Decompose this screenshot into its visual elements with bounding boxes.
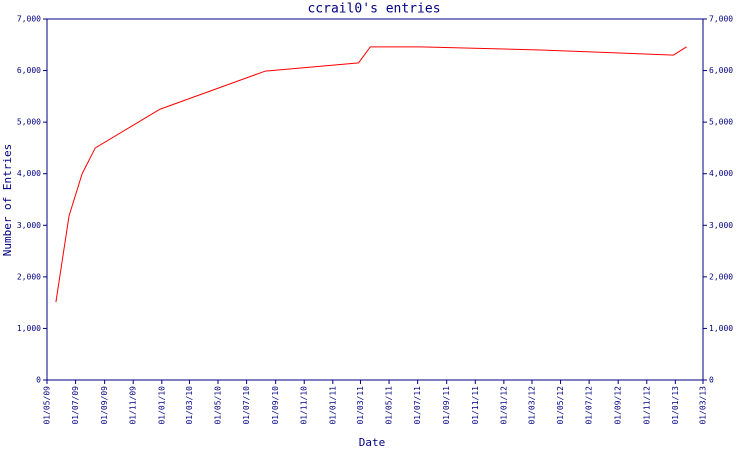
x-tick-label: 01/11/12 [642,386,651,425]
y2-tick-label: 7,000 [709,15,733,24]
y-tick-label: 3,000 [17,221,41,230]
y2-tick-label: 6,000 [709,66,733,75]
x-tick-label: 01/09/09 [100,386,109,425]
x-tick-label: 01/01/10 [157,386,166,425]
y-tick-label: 1,000 [17,324,41,333]
x-tick-label: 01/09/11 [442,386,451,425]
x-tick-label: 01/07/12 [585,386,594,425]
x-tick-label: 01/11/09 [129,386,138,425]
x-tick-label: 01/03/11 [356,386,365,425]
y2-tick-label: 0 [709,376,714,385]
x-tick-label: 01/03/13 [699,386,708,425]
x-tick-label: 01/07/11 [413,386,422,425]
plot-frame [46,18,704,381]
y2-tick-label: 4,000 [709,169,733,178]
x-tick-label: 01/09/12 [614,386,623,425]
x-tick-label: 01/07/09 [71,386,80,425]
y2-tick-label: 3,000 [709,221,733,230]
y-tick-label: 7,000 [17,15,41,24]
y2-tick-label: 2,000 [709,272,733,281]
x-tick-label: 01/09/10 [271,386,280,425]
y-tick-label: 4,000 [17,169,41,178]
y2-tick-label: 1,000 [709,324,733,333]
y2-tick-label: 5,000 [709,118,733,127]
y-tick-label: 5,000 [17,118,41,127]
x-tick-label: 01/01/13 [671,386,680,425]
x-tick-label: 01/05/10 [214,386,223,425]
x-tick-label: 01/01/11 [328,386,337,425]
x-tick-label: 01/05/12 [556,386,565,425]
x-tick-label: 01/03/10 [185,386,194,425]
x-axis-title: Date [359,436,386,449]
x-tick-label: 01/07/10 [242,386,251,425]
y-tick-label: 0 [36,376,41,385]
x-tick-label: 01/11/10 [300,386,309,425]
x-tick-label: 01/05/11 [385,386,394,425]
x-tick-label: 01/01/12 [499,386,508,425]
x-tick-label: 01/05/09 [43,386,52,425]
x-tick-label: 01/11/11 [471,386,480,425]
chart-title: ccrail0's entries [307,2,440,17]
y-tick-label: 2,000 [17,272,41,281]
data-line [55,46,687,303]
y-tick-label: 6,000 [17,66,41,75]
x-tick-label: 01/03/12 [527,386,536,425]
y-axis-title: Number of Entries [1,144,14,257]
